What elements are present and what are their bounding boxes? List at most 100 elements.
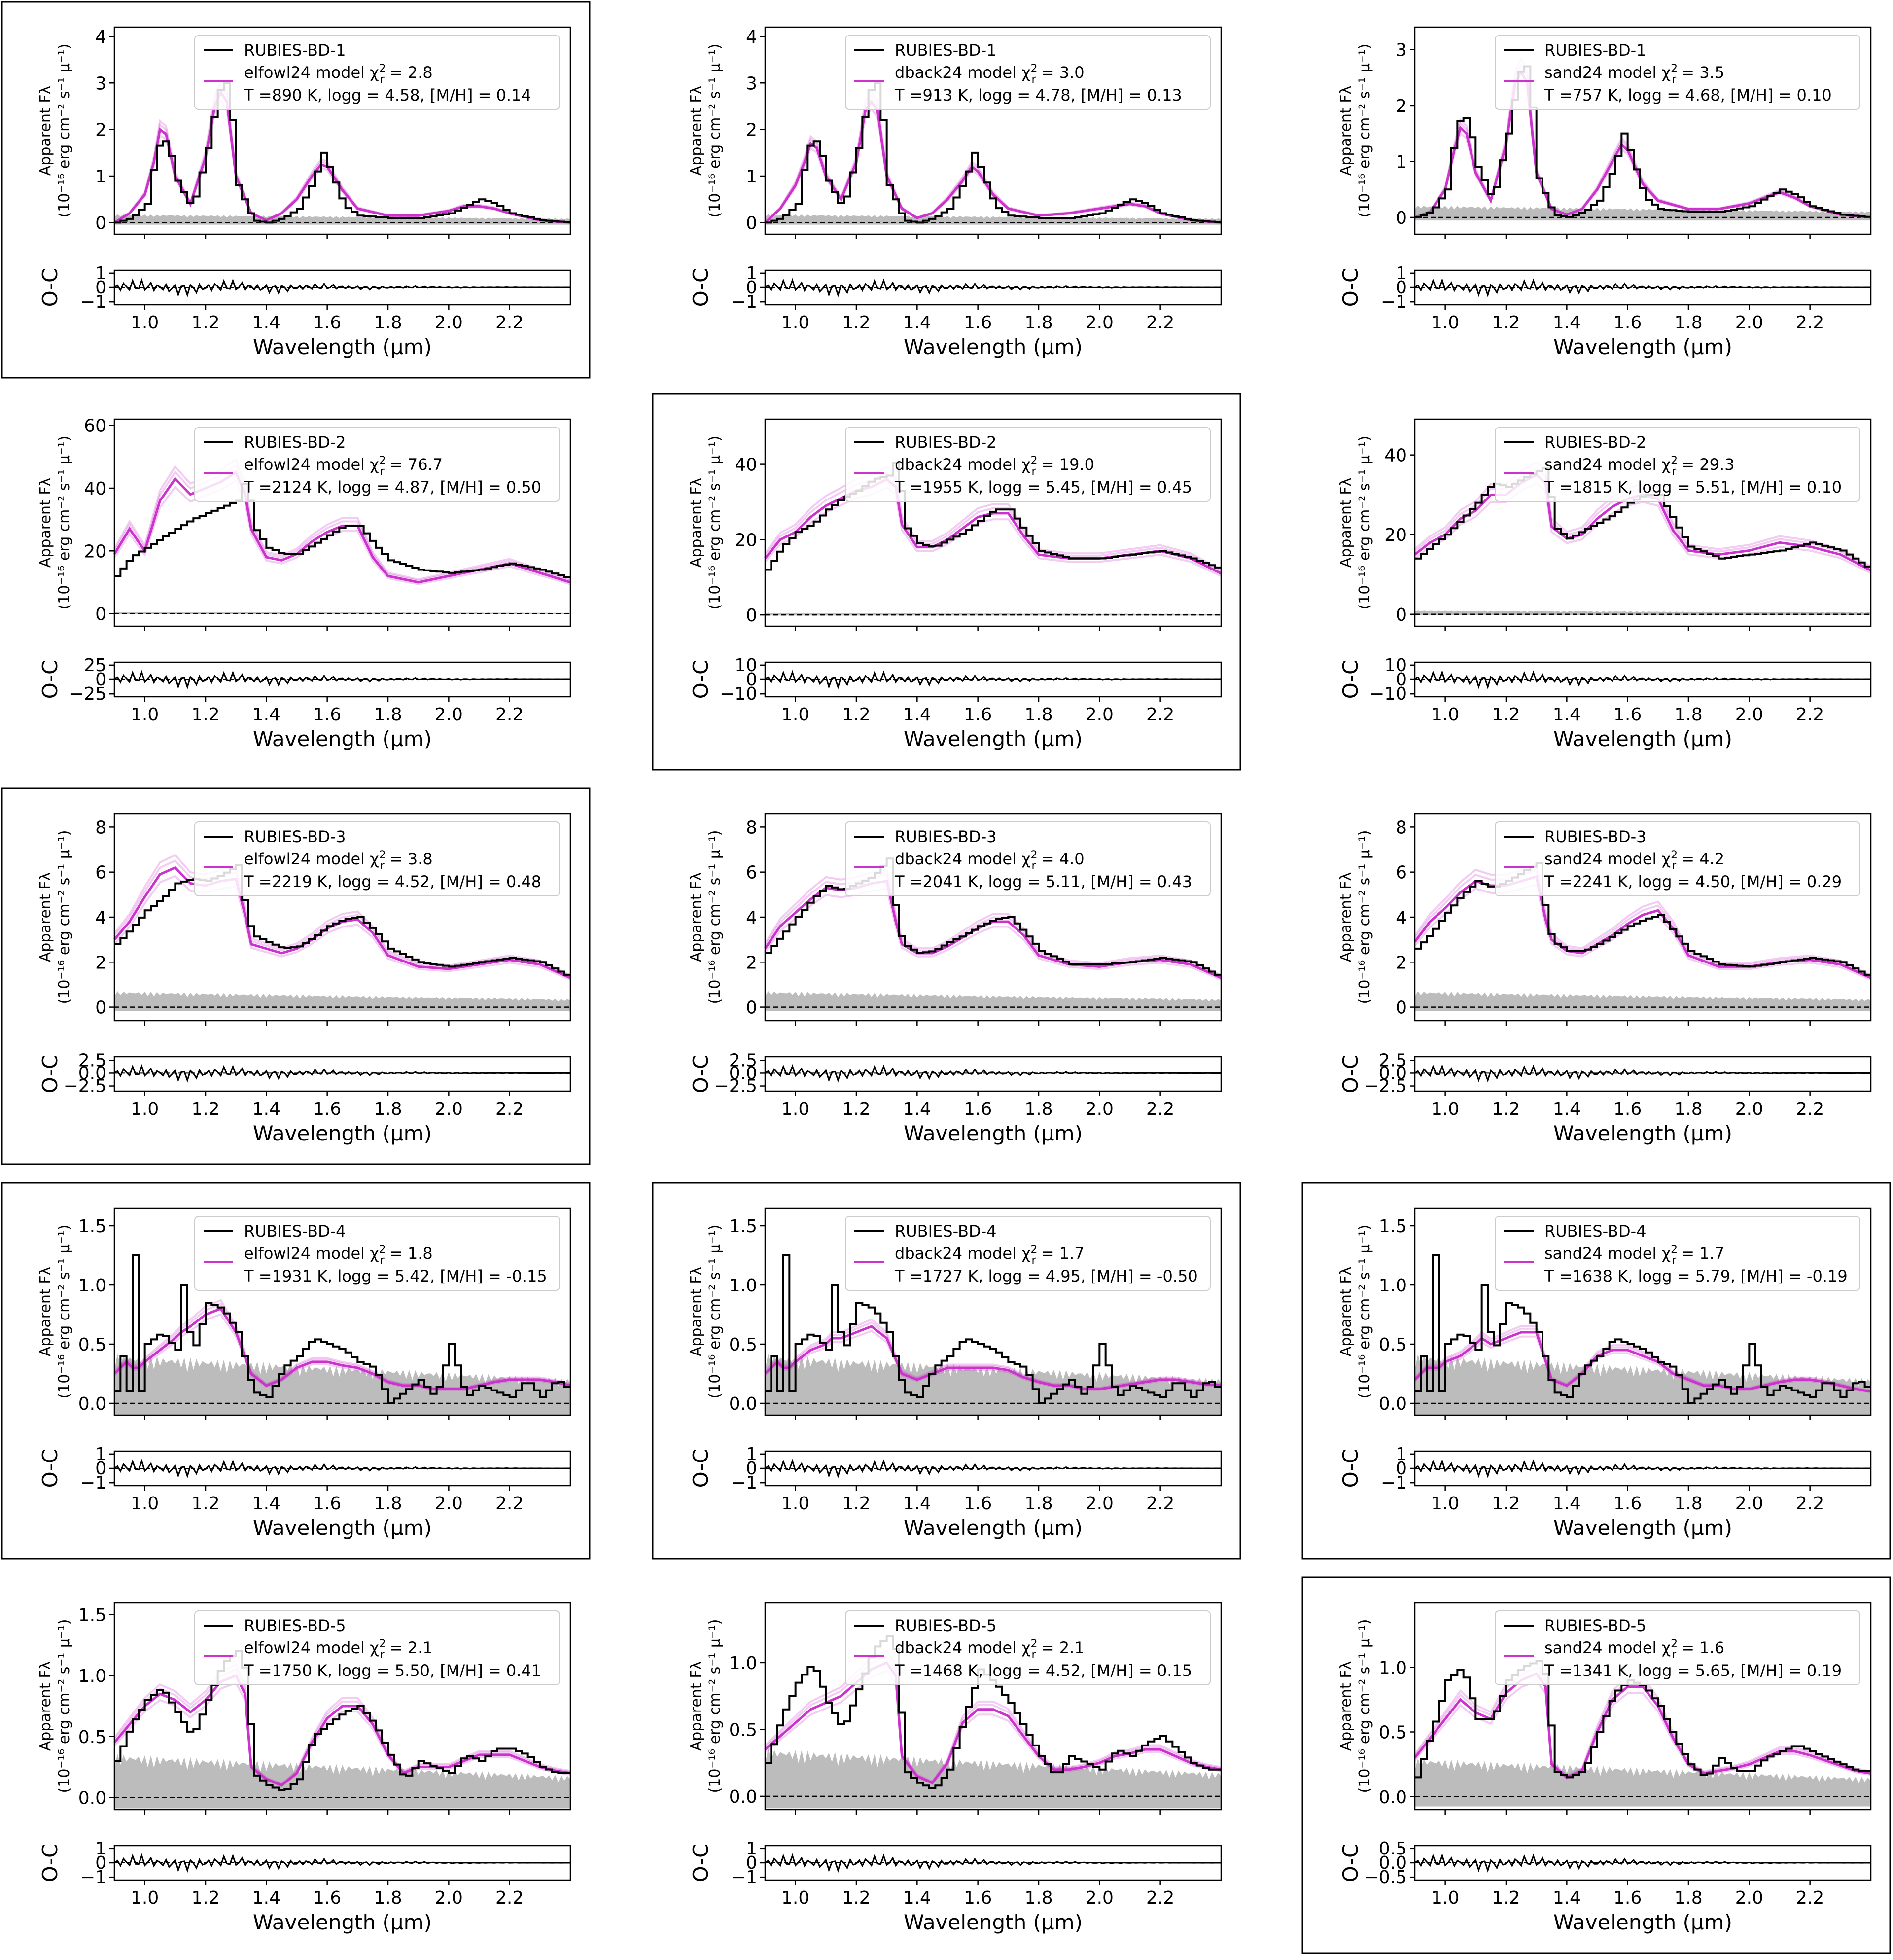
- x-axis-label: Wavelength (μm): [904, 727, 1083, 751]
- y-label-line1: Apparent Fλ: [37, 86, 54, 176]
- y-tick-label: 6: [746, 863, 757, 883]
- x-tick-label: 1.4: [252, 1494, 280, 1514]
- x-tick-label: 1.6: [313, 1099, 341, 1119]
- legend: RUBIES-BD-5 sand24 model χ2 r = 1.6T =1341…: [1495, 1610, 1860, 1685]
- residual-y-tick-label: −0.5: [1364, 1867, 1407, 1888]
- legend-box: [845, 821, 1211, 896]
- legend-object-label: RUBIES-BD-2: [895, 433, 996, 452]
- y-tick-label: 8: [746, 818, 757, 838]
- residual-y-tick-label: 1: [95, 1839, 106, 1859]
- x-tick-label: 1.8: [1024, 1888, 1052, 1908]
- y-tick-label: 40: [1384, 446, 1407, 466]
- legend: RUBIES-BD-2 dback24 model χ2 r = 19.0T =19…: [845, 427, 1211, 502]
- x-tick-label: 1.6: [1613, 313, 1642, 333]
- x-tick-label: 1.6: [964, 1494, 992, 1514]
- residual-y-tick-label: 0.5: [1379, 1839, 1407, 1859]
- y-tick-label: 0.5: [729, 1720, 757, 1740]
- model-sample-line: [764, 1330, 1222, 1391]
- y-label-line2: (10⁻¹⁶ erg cm⁻² s⁻¹ μ⁻¹): [706, 830, 724, 1004]
- residual-y-tick-label: 1: [95, 1444, 106, 1464]
- y-label-line2: (10⁻¹⁶ erg cm⁻² s⁻¹ μ⁻¹): [1356, 1619, 1373, 1793]
- residual-y-tick-label: 0.0: [1379, 1063, 1407, 1083]
- x-tick-label: 2.2: [495, 1099, 524, 1119]
- x-tick-label: 2.0: [435, 1099, 463, 1119]
- legend: RUBIES-BD-4 elfowl24 model χ2 r = 1.8T =19…: [194, 1216, 560, 1291]
- x-tick-label: 1.0: [781, 313, 809, 333]
- legend-params-label: T =890 K, logg = 4.58, [M/H] = 0.14: [244, 86, 531, 105]
- x-tick-label: 1.4: [1553, 705, 1581, 725]
- x-tick-label: 1.8: [1674, 1888, 1702, 1908]
- model-sample-line: [113, 854, 571, 976]
- y-tick-label: 1.5: [78, 1605, 106, 1626]
- residual-y-tick-label: 10: [735, 655, 757, 676]
- legend-params-label: T =1468 K, logg = 4.52, [M/H] = 0.15: [894, 1661, 1192, 1680]
- y-axis-label: Apparent Fλ (10⁻¹⁶ erg cm⁻² s⁻¹ μ⁻¹): [688, 830, 724, 1004]
- model-sample-line: [764, 486, 1222, 577]
- residual-y-tick-label: 2.5: [729, 1050, 757, 1070]
- main-axes: [1414, 26, 1872, 235]
- y-tick-label: 1.5: [1379, 1216, 1407, 1237]
- legend-box: [1495, 1610, 1860, 1685]
- x-tick-label: 1.4: [903, 313, 931, 333]
- x-tick-label: 1.6: [1613, 1888, 1642, 1908]
- x-tick-label: 1.6: [964, 1888, 992, 1908]
- panel-rubies-bd-3-elfowl24: 0 2 4 6 8 Apparent Fλ (10⁻¹⁶ erg cm⁻² s⁻¹ μ⁻¹)…: [1, 787, 591, 1165]
- legend-object-label: RUBIES-BD-1: [895, 41, 996, 60]
- legend-params-label: T =1750 K, logg = 5.50, [M/H] = 0.41: [244, 1661, 541, 1680]
- x-tick-label: 1.2: [191, 1099, 219, 1119]
- panel-frame: [1, 1, 591, 379]
- model-sample-line: [113, 479, 571, 585]
- y-tick-label: 20: [735, 530, 757, 550]
- x-tick-label: 1.8: [1024, 1099, 1052, 1119]
- model-line: [1414, 1672, 1871, 1779]
- x-tick-label: 2.0: [1086, 705, 1114, 725]
- x-tick-label: 2.0: [435, 705, 463, 725]
- residual-y-tick-label: 0.0: [78, 1063, 106, 1083]
- legend-model-label: sand24 model χ2 r = 3.5: [1544, 63, 1724, 86]
- residual-y-tick-label: 0: [746, 1853, 757, 1873]
- y-tick-label: 1.0: [729, 1276, 757, 1296]
- model-line: [113, 89, 571, 224]
- residual-axis-label: O-C: [689, 1055, 713, 1094]
- x-tick-label: 2.0: [435, 313, 463, 333]
- legend-params-label: T =1341 K, logg = 5.65, [M/H] = 0.19: [1544, 1661, 1842, 1680]
- legend-object-label: RUBIES-BD-3: [244, 827, 346, 846]
- x-tick-label: 2.0: [1735, 1099, 1763, 1119]
- model-sample-line: [764, 466, 1222, 571]
- legend-model-label: sand24 model χ2 r = 4.2: [1544, 849, 1724, 872]
- residual-line: [1414, 1459, 1871, 1479]
- y-tick-label: 2: [95, 120, 106, 141]
- residual-y-tick-label: −2.5: [714, 1076, 757, 1097]
- y-tick-label: 1: [1396, 152, 1407, 172]
- legend: RUBIES-BD-1 elfowl24 model χ2 r = 2.8T =89…: [194, 35, 560, 110]
- residual-y-tick-label: 2.5: [1379, 1050, 1407, 1070]
- data-step-line: [765, 857, 1221, 976]
- residual-y-tick-label: −1: [731, 1867, 757, 1888]
- residual-y-tick-label: −1: [80, 292, 106, 312]
- x-axis-label: Wavelength (μm): [253, 1516, 432, 1540]
- legend-model-label: elfowl24 model χ2 r = 2.1: [244, 1638, 433, 1661]
- legend: RUBIES-BD-5 elfowl24 model χ2 r = 2.1T =17…: [194, 1610, 560, 1685]
- x-tick-label: 1.6: [1613, 705, 1642, 725]
- legend-model-label: sand24 model χ2 r = 1.7: [1544, 1244, 1724, 1267]
- x-tick-label: 1.8: [374, 705, 402, 725]
- legend-params-label: T =1727 K, logg = 4.95, [M/H] = -0.50: [894, 1267, 1198, 1285]
- noise-band: [1415, 991, 1871, 1011]
- residual-y-tick-label: 0: [1396, 670, 1407, 690]
- y-axis-label: Apparent Fλ (10⁻¹⁶ erg cm⁻² s⁻¹ μ⁻¹): [37, 1619, 73, 1793]
- panel-frame: [1301, 1576, 1891, 1954]
- main-axes: [764, 26, 1222, 235]
- x-tick-label: 2.0: [1735, 313, 1763, 333]
- y-label-line1: Apparent Fλ: [1337, 1267, 1355, 1356]
- y-tick-label: 1.0: [729, 1653, 757, 1674]
- y-tick-label: 0: [95, 213, 106, 233]
- model-line: [113, 1674, 571, 1787]
- y-tick-label: 8: [1396, 818, 1407, 838]
- y-label-line2: (10⁻¹⁶ erg cm⁻² s⁻¹ μ⁻¹): [706, 1619, 724, 1793]
- x-tick-label: 1.2: [1492, 313, 1520, 333]
- y-tick-label: 0.0: [78, 1788, 106, 1808]
- y-label-line1: Apparent Fλ: [37, 478, 54, 568]
- x-tick-label: 1.4: [903, 1099, 931, 1119]
- y-label-line1: Apparent Fλ: [1337, 86, 1355, 176]
